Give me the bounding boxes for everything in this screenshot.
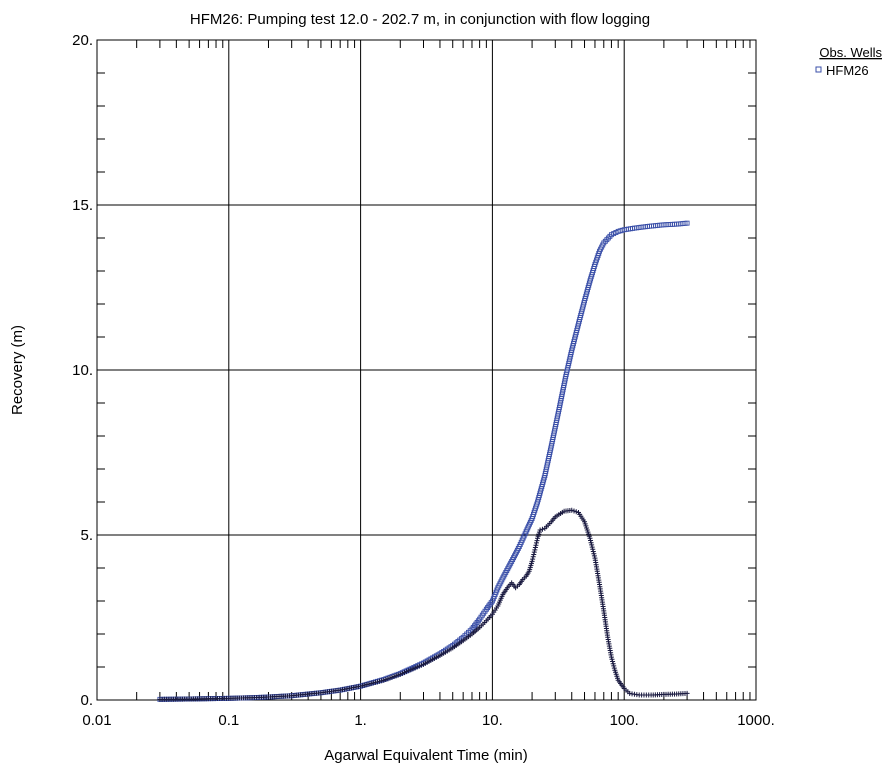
data-point	[591, 553, 597, 559]
data-point	[571, 508, 577, 514]
data-point	[590, 549, 596, 554]
data-point	[591, 551, 597, 557]
x-tick-label: 1.	[354, 712, 367, 729]
chart-title: HFM26: Pumping test 12.0 - 202.7 m, in c…	[190, 11, 650, 28]
y-tick-labels: 0. 5. 10. 15. 20.	[72, 32, 93, 709]
y-tick-label: 0.	[80, 692, 93, 709]
data-point	[684, 690, 690, 696]
legend-item-hfm26: HFM26	[826, 63, 869, 78]
grid-lines	[96, 39, 757, 701]
x-tick-labels: 0.01 0.1 1. 10. 100. 1000.	[82, 712, 774, 729]
x-tick-label: 0.01	[82, 712, 111, 729]
data-point	[588, 540, 594, 546]
data-point	[589, 544, 595, 550]
minor-ticks	[97, 40, 756, 700]
data-point	[530, 556, 536, 562]
data-point	[530, 554, 536, 560]
data-point	[539, 526, 545, 532]
data-point	[609, 656, 615, 662]
data-point	[684, 220, 690, 226]
x-tick-label: 10.	[482, 712, 503, 729]
data-point	[569, 507, 575, 513]
data-point	[531, 551, 537, 557]
data-point	[532, 545, 538, 551]
y-tick-label: 5.	[80, 527, 93, 544]
data-point	[610, 659, 616, 664]
data-point	[611, 665, 617, 671]
x-tick-label: 1000.	[737, 712, 775, 729]
series-1	[157, 507, 690, 702]
data-point	[588, 538, 594, 543]
data-point	[534, 538, 540, 544]
data-point	[537, 527, 543, 533]
data-point	[610, 661, 616, 667]
x-tick-label: 0.1	[218, 712, 239, 729]
x-axis-label: Agarwal Equivalent Time (min)	[324, 747, 527, 764]
series-layer	[157, 220, 690, 702]
data-point	[587, 535, 593, 541]
data-point	[590, 546, 596, 552]
y-tick-label: 20.	[72, 32, 93, 49]
y-tick-label: 10.	[72, 362, 93, 379]
legend: Obs. Wells HFM26	[815, 45, 882, 78]
legend-title: Obs. Wells	[819, 45, 882, 60]
legend-marker-hfm26	[815, 66, 822, 73]
y-tick-label: 15.	[72, 197, 93, 214]
data-point	[589, 542, 595, 548]
y-axis-label: Recovery (m)	[9, 325, 26, 415]
data-point	[611, 663, 617, 669]
data-point	[608, 654, 614, 660]
x-tick-label: 100.	[610, 712, 639, 729]
data-point	[532, 547, 538, 553]
data-point	[529, 558, 535, 564]
data-point	[531, 549, 537, 555]
data-point	[533, 542, 539, 548]
data-point	[533, 540, 539, 546]
series-0	[157, 220, 690, 702]
plot-frame	[96, 39, 757, 701]
data-point	[573, 509, 579, 515]
